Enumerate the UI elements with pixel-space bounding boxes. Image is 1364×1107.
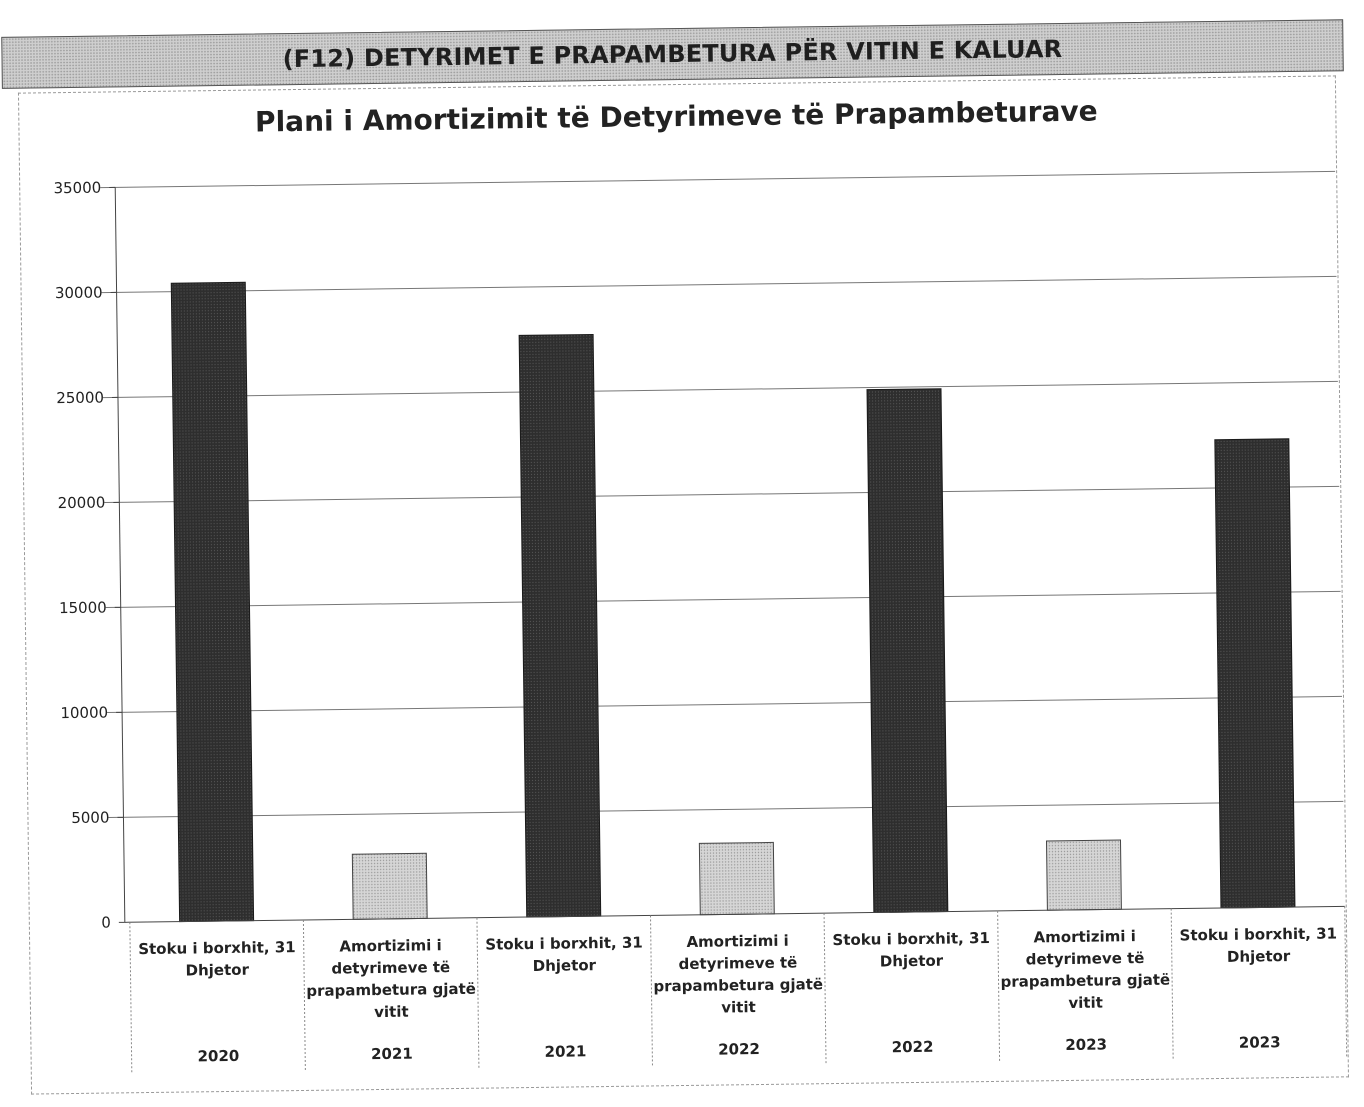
x-category-label: prapambetura gjatë <box>306 980 476 1000</box>
y-tick-label: 5000 <box>71 809 109 827</box>
x-year-label: 2022 <box>718 1040 760 1059</box>
x-category-label: Stoku i borxhit, 31 <box>138 938 296 958</box>
bar-amortization <box>699 842 774 914</box>
y-tick-label: 35000 <box>53 179 101 198</box>
x-category-label: Dhjetor <box>1227 947 1291 966</box>
category-divider <box>998 911 1000 1061</box>
x-category-label: Stoku i borxhit, 31 <box>832 929 990 949</box>
x-category-label: detyrimeve të <box>678 954 797 974</box>
gridline <box>100 171 1335 187</box>
x-year-label: 2021 <box>545 1042 587 1061</box>
bar-amortization <box>352 853 427 919</box>
bars-layer <box>171 269 1295 922</box>
category-divider <box>303 920 305 1070</box>
x-category-label: vitit <box>1068 994 1103 1012</box>
grid-layer <box>100 171 1343 817</box>
x-year-label: 2021 <box>371 1045 413 1064</box>
category-divider <box>1171 909 1173 1059</box>
y-axis-line <box>115 187 125 922</box>
category-divider <box>824 913 826 1063</box>
x-year-label: 2022 <box>892 1038 934 1057</box>
y-tick-label: 20000 <box>58 494 106 513</box>
x-category-label: Amortizimi i <box>339 936 441 955</box>
x-category-label: Amortizimi i <box>1034 927 1136 946</box>
x-category-label: prapambetura gjatë <box>653 975 823 995</box>
x-category-label: Dhjetor <box>185 961 249 980</box>
x-year-label: 2023 <box>1239 1033 1281 1052</box>
gridline <box>104 486 1339 502</box>
gridline <box>108 801 1343 817</box>
gridline <box>103 381 1338 397</box>
category-divider <box>130 922 132 1072</box>
x-category-label: detyrimeve të <box>1026 949 1145 969</box>
y-tick-label: 30000 <box>55 284 103 303</box>
x-category-label: detyrimeve të <box>331 958 450 978</box>
bar-stock <box>867 389 948 913</box>
category-divider <box>1345 906 1347 1056</box>
y-tick-label: 0 <box>101 914 111 932</box>
y-tick-label: 25000 <box>56 389 104 408</box>
x-category-label: Amortizimi i <box>686 932 788 951</box>
x-category-label: Dhjetor <box>880 952 944 971</box>
category-divider <box>477 918 479 1068</box>
gridline <box>107 696 1342 712</box>
x-category-label: vitit <box>721 998 756 1016</box>
bar-stock <box>519 334 601 917</box>
x-year-label: 2020 <box>197 1047 239 1066</box>
bar-amortization <box>1046 840 1121 910</box>
y-tick-label: 15000 <box>59 599 107 618</box>
bar-stock <box>171 282 253 921</box>
x-category-label: Dhjetor <box>533 956 597 975</box>
bar-stock <box>1215 439 1295 908</box>
category-divider <box>651 915 653 1065</box>
gridline <box>102 276 1337 292</box>
x-year-label: 2023 <box>1065 1035 1107 1054</box>
x-category-label: prapambetura gjatë <box>1000 971 1170 991</box>
x-category-label: Stoku i borxhit, 31 <box>1179 924 1337 944</box>
y-tick-label: 10000 <box>60 704 108 723</box>
gridline <box>106 591 1341 607</box>
x-category-label: Stoku i borxhit, 31 <box>485 934 643 954</box>
x-category-label: vitit <box>374 1003 409 1021</box>
